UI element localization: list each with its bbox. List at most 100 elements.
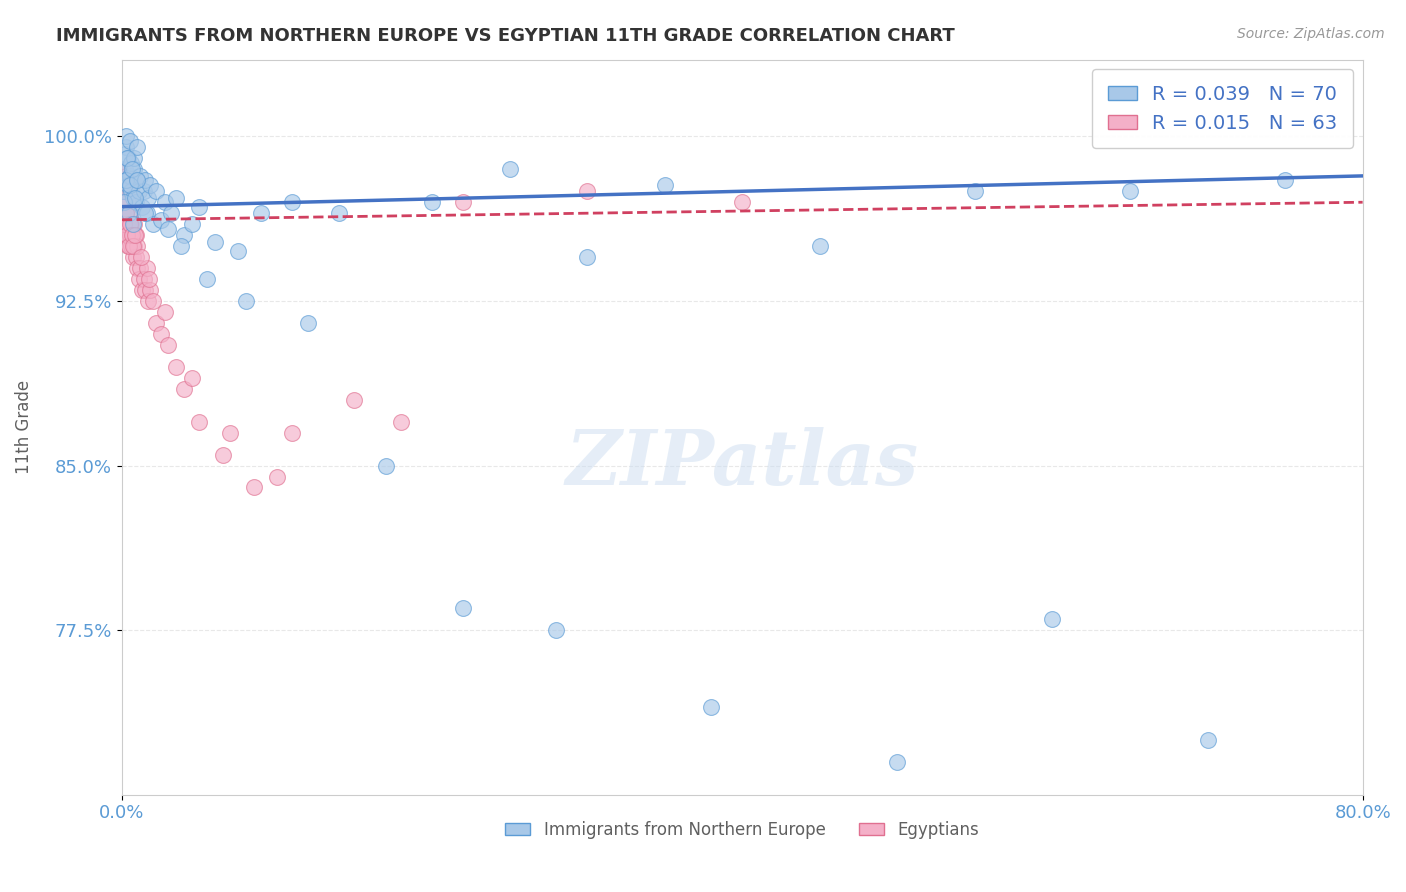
Point: [122, 217, 145, 231]
Text: Source: ZipAtlas.com: Source: ZipAtlas.com: [1237, 27, 1385, 41]
Point: [114, 195, 136, 210]
Point: [117, 228, 139, 243]
Legend: Immigrants from Northern Europe, Egyptians: Immigrants from Northern Europe, Egyptia…: [499, 814, 986, 846]
Point: [127, 261, 149, 276]
Point: [134, 283, 156, 297]
Point: [136, 293, 159, 308]
Point: [120, 217, 142, 231]
Point: [118, 169, 141, 183]
Point: [114, 206, 136, 220]
Point: [808, 239, 831, 253]
Point: [576, 184, 599, 198]
Point: [125, 228, 148, 243]
Point: [155, 195, 177, 210]
Point: [157, 338, 180, 352]
Point: [118, 206, 141, 220]
Point: [127, 140, 149, 154]
Point: [135, 206, 157, 220]
Point: [281, 425, 304, 440]
Point: [155, 305, 177, 319]
Text: IMMIGRANTS FROM NORTHERN EUROPE VS EGYPTIAN 11TH GRADE CORRELATION CHART: IMMIGRANTS FROM NORTHERN EUROPE VS EGYPT…: [56, 27, 955, 45]
Point: [117, 152, 139, 166]
Point: [118, 134, 141, 148]
Point: [125, 250, 148, 264]
Point: [131, 200, 153, 214]
Point: [328, 206, 350, 220]
Point: [546, 623, 568, 637]
Point: [1274, 173, 1296, 187]
Point: [117, 195, 139, 210]
Point: [226, 244, 249, 258]
Point: [142, 293, 165, 308]
Point: [138, 272, 160, 286]
Point: [118, 206, 141, 220]
Point: [115, 129, 138, 144]
Point: [139, 178, 162, 192]
Point: [118, 184, 141, 198]
Point: [132, 184, 155, 198]
Point: [139, 283, 162, 297]
Point: [115, 228, 138, 243]
Point: [112, 217, 135, 231]
Point: [114, 162, 136, 177]
Point: [149, 326, 172, 341]
Point: [195, 272, 218, 286]
Point: [114, 217, 136, 231]
Point: [173, 382, 195, 396]
Point: [170, 239, 193, 253]
Point: [420, 195, 443, 210]
Point: [343, 392, 366, 407]
Point: [112, 195, 135, 210]
Point: [165, 359, 187, 374]
Point: [122, 152, 145, 166]
Point: [114, 173, 136, 187]
Point: [121, 162, 143, 177]
Point: [121, 228, 143, 243]
Point: [180, 217, 202, 231]
Point: [125, 195, 148, 210]
Point: [122, 162, 145, 177]
Point: [128, 272, 150, 286]
Point: [124, 228, 146, 243]
Point: [120, 178, 142, 192]
Point: [115, 173, 138, 187]
Point: [576, 250, 599, 264]
Point: [211, 448, 233, 462]
Point: [1197, 732, 1219, 747]
Point: [136, 191, 159, 205]
Point: [115, 184, 138, 198]
Point: [115, 206, 138, 220]
Point: [120, 155, 142, 169]
Point: [115, 140, 138, 154]
Point: [165, 191, 187, 205]
Point: [451, 601, 474, 615]
Point: [114, 147, 136, 161]
Point: [886, 755, 908, 769]
Point: [114, 173, 136, 187]
Point: [122, 217, 145, 231]
Point: [266, 469, 288, 483]
Point: [129, 169, 152, 183]
Point: [128, 184, 150, 198]
Point: [129, 261, 152, 276]
Point: [129, 250, 152, 264]
Point: [117, 152, 139, 166]
Point: [654, 178, 676, 192]
Point: [242, 481, 264, 495]
Point: [235, 293, 257, 308]
Point: [112, 184, 135, 198]
Point: [374, 458, 396, 473]
Text: ZIPatlas: ZIPatlas: [565, 427, 918, 501]
Point: [127, 239, 149, 253]
Point: [157, 221, 180, 235]
Point: [297, 316, 319, 330]
Point: [135, 261, 157, 276]
Point: [112, 162, 135, 177]
Point: [731, 195, 754, 210]
Point: [112, 206, 135, 220]
Point: [188, 415, 211, 429]
Point: [134, 206, 156, 220]
Point: [118, 239, 141, 253]
Point: [124, 191, 146, 205]
Point: [250, 206, 273, 220]
